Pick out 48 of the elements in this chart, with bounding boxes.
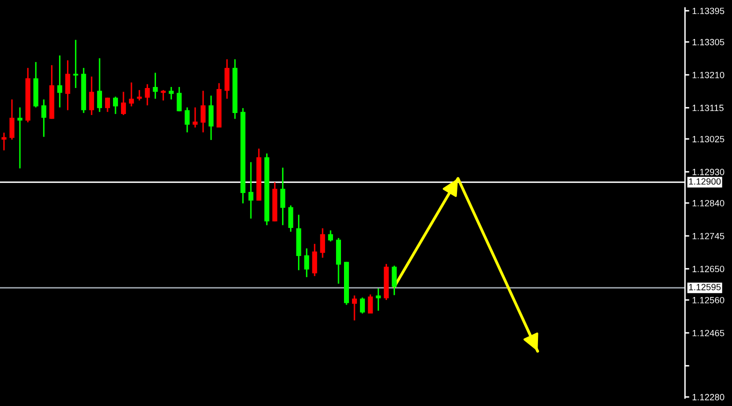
y-tick-label: 1.12650 [692, 266, 724, 272]
candlestick [120, 91, 126, 116]
ref-line-label: 1.12595 [689, 284, 721, 290]
candlestick [97, 58, 102, 113]
y-tick-label: 1.13395 [692, 8, 724, 14]
candlestick [288, 204, 294, 232]
candlestick [128, 82, 134, 108]
candlestick [65, 60, 70, 111]
y-tick-label: 1.13210 [692, 72, 724, 78]
candlestick [320, 228, 326, 258]
y-tick-label: 1.12930 [692, 168, 724, 176]
candlestick [105, 97, 110, 113]
candlestick [360, 296, 365, 314]
y-tick-label: 1.12745 [692, 232, 724, 240]
y-tick-label: 1.12280 [692, 394, 724, 400]
candlestick [160, 89, 166, 102]
candlestick [304, 248, 310, 278]
candlestick [41, 98, 46, 138]
y-tick-label: 1.12840 [692, 200, 724, 206]
candlestick [224, 58, 230, 100]
candlestick [352, 294, 357, 322]
candlestick [200, 90, 206, 134]
y-tick-label: 1.13025 [692, 136, 724, 142]
candlestick [113, 96, 118, 115]
candlestick [89, 76, 94, 116]
candlestick [328, 230, 334, 242]
y-tick-label: 1.12560 [692, 296, 724, 304]
candlestick [144, 84, 150, 106]
candlestick [368, 294, 373, 314]
candlestick [248, 161, 254, 220]
candlestick [2, 132, 6, 152]
candlestick [9, 98, 14, 140]
candlestick [176, 86, 182, 112]
candlestick [17, 106, 22, 170]
candlestick [208, 94, 214, 141]
y-tick-label: 1.13115 [692, 104, 724, 112]
candlestick [57, 54, 62, 108]
candlestick [376, 288, 381, 312]
candlestick [192, 106, 198, 128]
ref-line-label: 1.12900 [689, 178, 721, 185]
candlestick [312, 243, 318, 277]
candlestick [184, 106, 190, 134]
candlestick [136, 89, 142, 102]
candlestick [392, 264, 397, 296]
candlestick [280, 166, 286, 226]
candlestick [152, 72, 158, 100]
y-tick-label: 1.12465 [692, 330, 724, 336]
y-tick-label: 1.13305 [692, 38, 724, 46]
